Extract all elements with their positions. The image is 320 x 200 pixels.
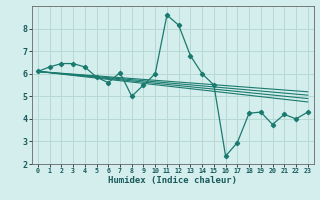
- X-axis label: Humidex (Indice chaleur): Humidex (Indice chaleur): [108, 176, 237, 185]
